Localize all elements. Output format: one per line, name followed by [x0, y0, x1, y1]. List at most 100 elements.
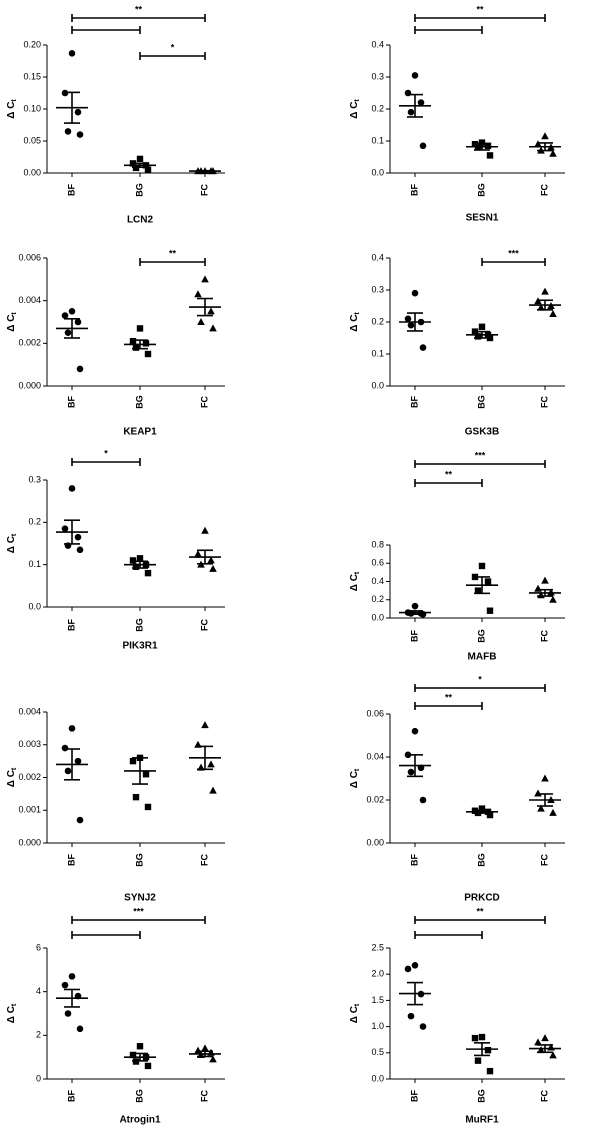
data-point — [471, 1034, 479, 1042]
data-point — [76, 365, 84, 373]
data-point — [207, 760, 215, 768]
y-tick-label: 2.0 — [371, 969, 384, 979]
data-point — [404, 965, 412, 973]
data-point — [534, 789, 542, 797]
data-point — [411, 289, 419, 297]
data-point — [74, 108, 82, 116]
data-point — [207, 1048, 215, 1056]
data-point — [486, 607, 494, 614]
panel-title: PRKCD — [464, 893, 500, 904]
x-tick-label: FC — [539, 396, 549, 408]
panel-title: GSK3B — [465, 427, 499, 438]
data-point — [486, 152, 494, 159]
y-tick-label: 0.1 — [371, 135, 384, 145]
y-tick-label: 0.0 — [371, 1073, 384, 1083]
x-tick-label: FC — [199, 1090, 209, 1102]
data-point — [478, 323, 486, 330]
data-point — [144, 569, 152, 577]
y-axis-label-main: Δ C — [349, 771, 360, 788]
y-tick-label: 0.3 — [28, 474, 41, 484]
data-point — [549, 310, 557, 317]
data-point — [541, 287, 549, 295]
y-axis-label-sub: t — [11, 533, 18, 536]
y-tick-label: 0.4 — [371, 39, 384, 49]
significance-label: ** — [135, 4, 143, 14]
significance-label: ** — [476, 906, 484, 916]
data-point — [194, 550, 202, 558]
y-axis-label: Δ Ct — [6, 533, 18, 553]
data-point — [209, 324, 217, 332]
data-point — [68, 485, 76, 492]
data-point — [68, 308, 76, 315]
data-point — [201, 721, 209, 729]
y-tick-label: 0.001 — [18, 805, 41, 815]
data-point — [541, 774, 549, 782]
x-tick-label: FC — [539, 630, 549, 642]
y-tick-label: 0.2 — [371, 103, 384, 113]
x-tick-label: FC — [539, 1090, 549, 1102]
data-point — [549, 149, 557, 157]
x-tick-label: BG — [134, 853, 144, 867]
panel-title: SESN1 — [466, 213, 499, 224]
data-point — [129, 757, 137, 765]
y-axis-label: Δ Ct — [6, 312, 18, 332]
data-point — [136, 325, 144, 332]
significance-label: ** — [445, 469, 453, 479]
y-tick-label: 0.0 — [371, 380, 384, 390]
panel-title: KEAP1 — [123, 427, 157, 438]
y-tick-label: 0.00 — [366, 837, 384, 847]
data-point — [76, 1025, 84, 1033]
significance-label: ** — [169, 248, 177, 258]
y-tick-label: 0.2 — [371, 594, 384, 604]
y-tick-label: 0.000 — [18, 380, 41, 390]
data-point — [207, 556, 215, 564]
data-point — [132, 344, 140, 351]
data-point — [549, 1051, 557, 1059]
data-point — [61, 312, 69, 319]
data-point — [419, 1023, 427, 1030]
y-tick-label: 0.002 — [18, 772, 41, 782]
significance-label: * — [104, 448, 108, 458]
x-tick-label: BF — [409, 630, 419, 642]
data-point — [76, 546, 84, 554]
x-tick-label: BG — [476, 629, 486, 643]
y-tick-label: 0.003 — [18, 739, 41, 749]
data-point — [144, 1062, 152, 1070]
data-point — [407, 108, 415, 116]
data-point — [417, 99, 425, 106]
data-point — [61, 744, 69, 752]
y-tick-label: 2 — [36, 1030, 41, 1040]
x-tick-label: BG — [134, 183, 144, 197]
x-tick-label: FC — [199, 854, 209, 866]
y-tick-label: 0.006 — [18, 252, 41, 262]
y-tick-label: 0.00 — [23, 167, 41, 177]
y-tick-label: 0.0 — [28, 601, 41, 611]
data-point — [484, 142, 492, 149]
data-point — [404, 315, 412, 323]
data-point — [407, 321, 415, 329]
x-tick-label: BF — [66, 619, 76, 631]
data-point — [411, 961, 419, 969]
x-tick-label: FC — [199, 619, 209, 631]
data-point — [534, 584, 542, 592]
significance-label: *** — [133, 906, 144, 916]
y-tick-label: 0.8 — [371, 539, 384, 549]
data-point — [484, 1046, 492, 1054]
y-axis-label: Δ Ct — [349, 1003, 361, 1023]
y-tick-label: 0.4 — [371, 252, 384, 262]
data-point — [136, 1043, 144, 1050]
y-axis-label-sub: t — [354, 768, 361, 771]
data-point — [474, 1057, 482, 1064]
data-point — [537, 1046, 545, 1054]
data-point — [486, 811, 494, 819]
y-axis-label-main: Δ C — [6, 1006, 17, 1023]
panel-title: Atrogin1 — [119, 1115, 161, 1126]
y-tick-label: 0.4 — [371, 576, 384, 586]
panel-title: MAFB — [468, 652, 497, 663]
data-point — [209, 564, 217, 572]
significance-label: * — [171, 42, 175, 52]
y-axis-label-main: Δ C — [6, 102, 17, 119]
data-point — [407, 768, 415, 776]
y-tick-label: 0.1 — [28, 559, 41, 569]
data-point — [419, 142, 427, 150]
